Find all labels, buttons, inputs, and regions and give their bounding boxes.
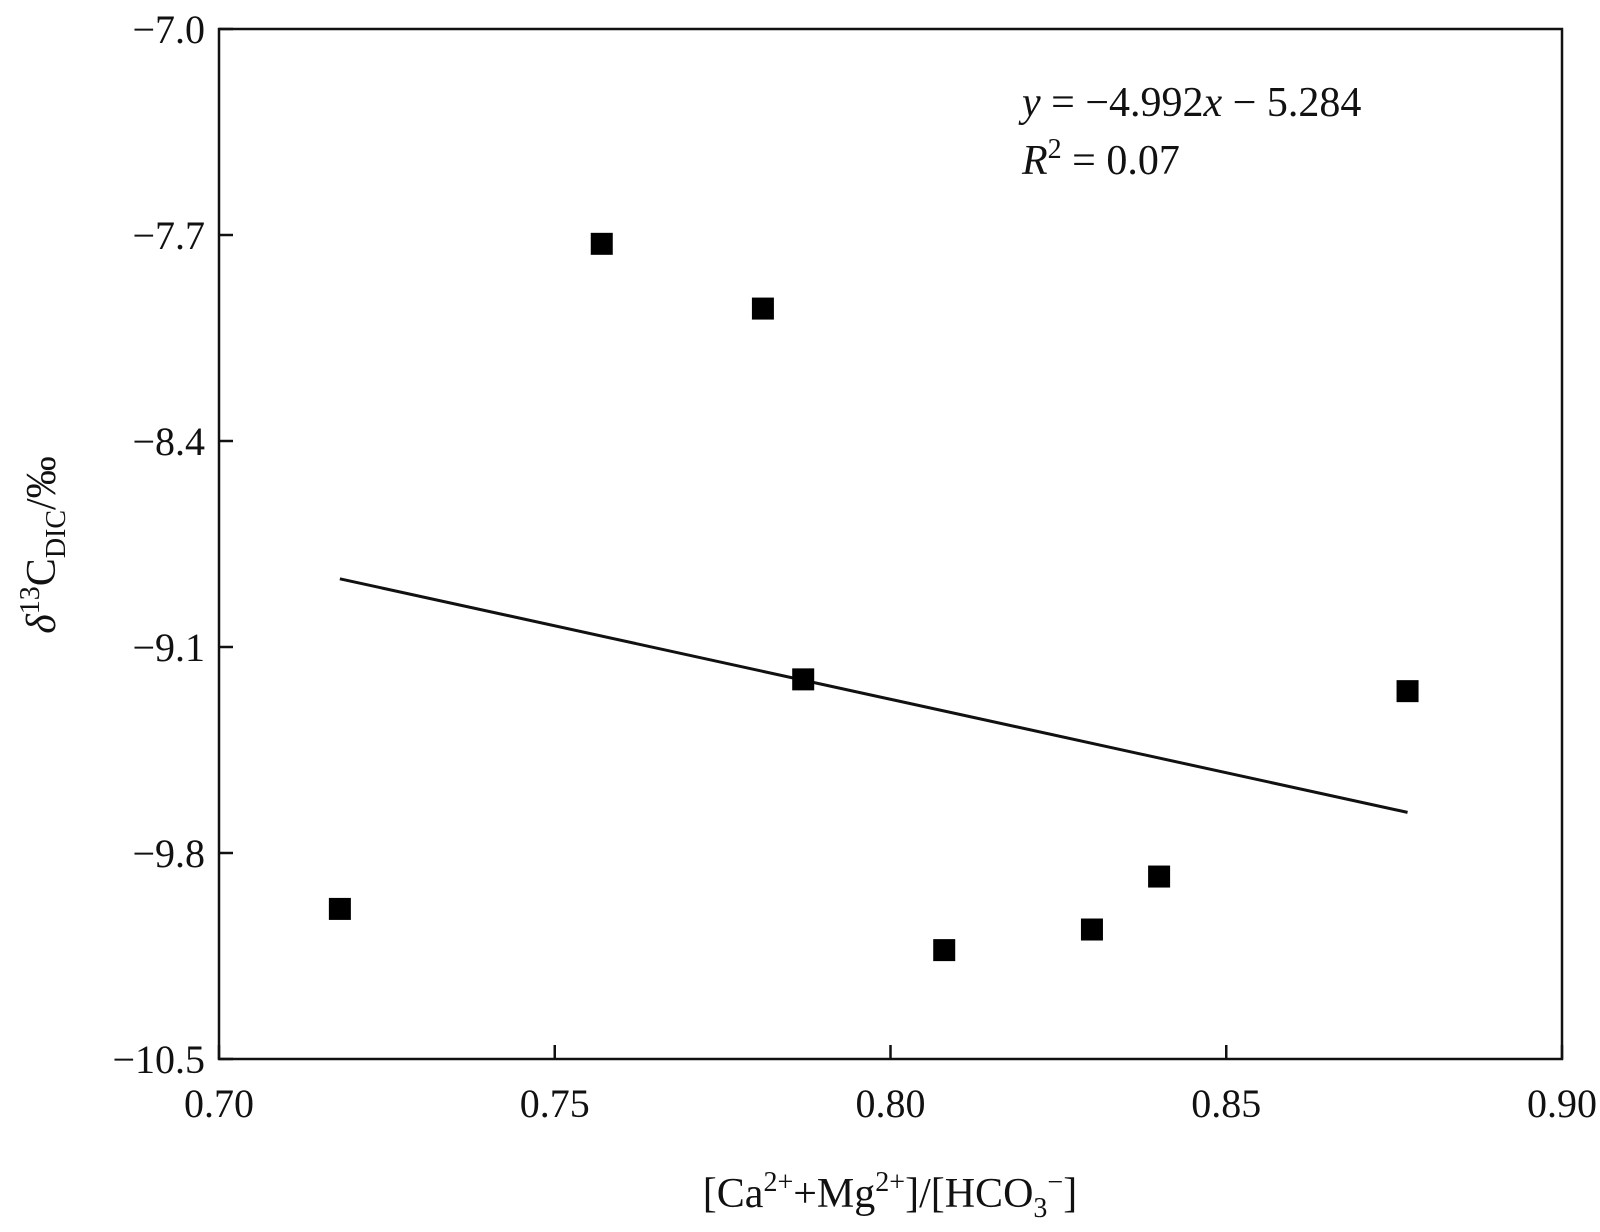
r-exponent: 2 <box>1048 134 1062 165</box>
x-label-part3: ]/[HCO <box>905 1171 1033 1217</box>
x-tick-label: 0.90 <box>1527 1081 1597 1126</box>
x-label-sup2: 2+ <box>875 1167 905 1198</box>
x-axis-label: [Ca2++Mg2+]/[HCO3−] <box>703 1167 1077 1224</box>
regression-line <box>339 577 1408 814</box>
data-point <box>933 939 956 962</box>
y-axis-label: δ13CDIC/‰ <box>15 456 72 633</box>
y-tick-label: −9.8 <box>132 831 205 876</box>
x-label-part2: +Mg <box>793 1171 875 1217</box>
y-tick-label: −9.1 <box>132 625 205 670</box>
y-tick-label: −10.5 <box>112 1037 205 1082</box>
x-label-part1: [Ca <box>703 1171 764 1217</box>
data-points <box>328 232 1419 962</box>
y-tick-label: −8.4 <box>132 419 205 464</box>
y-tick-label: −7.7 <box>132 213 205 258</box>
x-label-sup1: 2+ <box>763 1167 793 1198</box>
data-point <box>792 668 815 691</box>
x-label-sup3: − <box>1047 1167 1063 1198</box>
y-label-unit: /‰ <box>19 456 65 510</box>
x-tick-label: 0.75 <box>520 1081 590 1126</box>
r-squared: R2 = 0.07 <box>1021 134 1180 184</box>
x-label-part4: ] <box>1063 1171 1077 1217</box>
y-label-sub: DIC <box>41 510 72 558</box>
eq-tail: − 5.284 <box>1222 80 1361 126</box>
y-axis-ticks: −7.0 −7.7 −8.4 −9.1 −9.8 −10.5 <box>112 7 233 1082</box>
equation-line: y = −4.992x − 5.284 <box>1018 80 1361 126</box>
data-point <box>1080 918 1103 941</box>
r-symbol: R <box>1021 138 1048 184</box>
data-point <box>1396 680 1419 703</box>
eq-rest: = −4.992 <box>1041 80 1204 126</box>
plot-frame <box>217 27 1564 1061</box>
data-point <box>328 897 351 920</box>
x-tick-label: 0.85 <box>1191 1081 1261 1126</box>
data-point <box>590 232 613 255</box>
x-tick-label: 0.80 <box>856 1081 926 1126</box>
r-value: = 0.07 <box>1062 138 1180 184</box>
x-label-sub: 3 <box>1033 1193 1047 1224</box>
data-point <box>1148 865 1171 888</box>
x-tick-label: 0.70 <box>184 1081 254 1126</box>
eq-y: y <box>1018 80 1041 126</box>
y-label-c: C <box>19 558 65 586</box>
data-point <box>751 297 774 320</box>
y-label-sup: 13 <box>15 586 46 614</box>
eq-x: x <box>1203 80 1223 126</box>
y-tick-label: −7.0 <box>132 7 205 52</box>
y-label-delta: δ <box>19 613 65 634</box>
x-axis-ticks: 0.70 0.75 0.80 0.85 0.90 <box>184 1045 1597 1126</box>
